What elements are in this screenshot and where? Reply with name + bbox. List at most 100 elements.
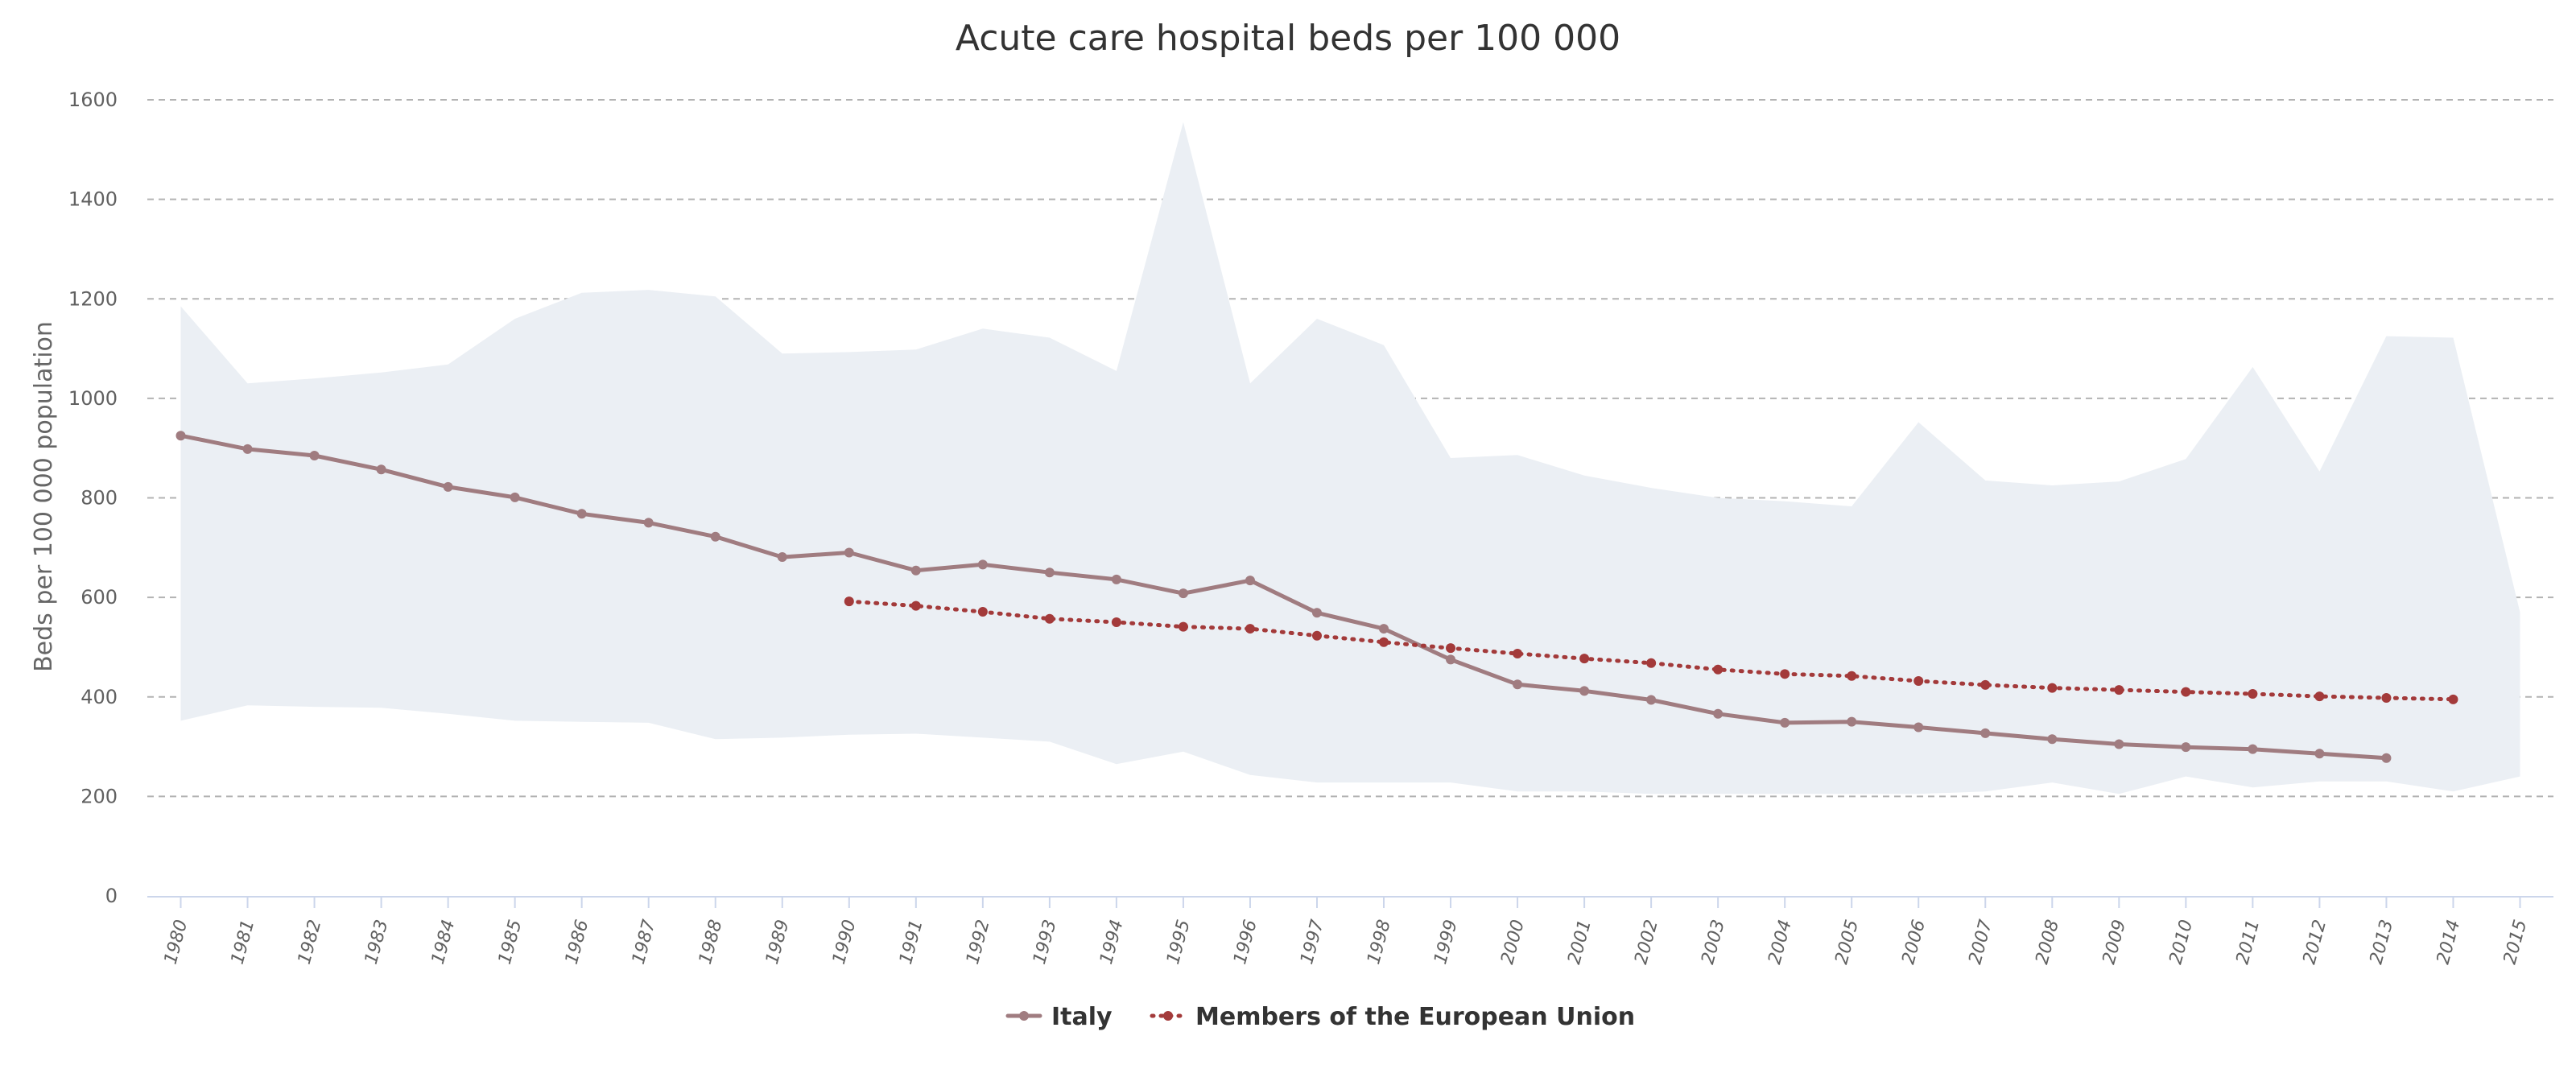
point-0-2000: [1513, 679, 1523, 690]
point-1-2003: [1713, 664, 1724, 675]
point-1-1996: [1245, 624, 1255, 634]
x-tick-label-2014: 2014: [2434, 918, 2465, 967]
point-0-2010: [2181, 742, 2191, 753]
point-1-2010: [2181, 687, 2191, 697]
x-tick-label-1987: 1987: [629, 918, 660, 967]
legend-item-1: Members of the European Union: [1150, 1003, 1635, 1031]
x-tick-label-1982: 1982: [295, 918, 326, 967]
y-tick-label-1000: 1000: [68, 387, 118, 410]
x-tick-label-2003: 2003: [1698, 918, 1729, 967]
x-tick-label-1996: 1996: [1230, 918, 1261, 967]
point-0-1999: [1446, 654, 1456, 665]
x-tick-label-2012: 2012: [2300, 918, 2331, 967]
point-1-1999: [1446, 643, 1456, 654]
series-layer: [175, 431, 2458, 763]
x-tick-label-2013: 2013: [2367, 918, 2398, 967]
legend-item-0: Italy: [1005, 1003, 1113, 1031]
x-tick-label-1993: 1993: [1030, 918, 1061, 967]
point-1-2001: [1579, 654, 1590, 664]
point-1-1997: [1311, 630, 1322, 641]
point-0-1989: [777, 552, 787, 563]
range-band-layer: [180, 122, 2520, 794]
point-0-1995: [1178, 588, 1188, 599]
x-tick-label-1994: 1994: [1096, 918, 1128, 967]
point-1-2000: [1513, 648, 1523, 658]
point-0-2006: [1913, 722, 1924, 733]
point-0-2009: [2114, 739, 2124, 749]
point-1-1991: [910, 600, 921, 611]
point-0-1991: [910, 565, 921, 576]
y-axis-label: Beds per 100 000 population: [30, 321, 58, 672]
x-tick-label-2009: 2009: [2099, 918, 2130, 967]
legend-symbol-marker-0: [1019, 1011, 1029, 1021]
point-0-1980: [175, 431, 186, 441]
x-tick-label-1989: 1989: [762, 918, 794, 967]
x-tick-label-1992: 1992: [963, 918, 994, 967]
x-tick-label-1984: 1984: [428, 918, 460, 967]
point-1-2006: [1913, 675, 1924, 686]
x-tick-label-2011: 2011: [2233, 918, 2264, 967]
point-1-1995: [1178, 621, 1188, 632]
x-axis-ticks: 1980 1981 1982 1983 1984 1985 1986 1987 1988 1989…: [161, 897, 2532, 967]
x-tick-label-2006: 2006: [1898, 918, 1930, 967]
point-1-2012: [2314, 691, 2325, 702]
x-tick-label-1983: 1983: [361, 918, 393, 967]
legend-symbol-marker-1: [1163, 1011, 1173, 1021]
point-0-2007: [1980, 728, 1991, 738]
point-0-1982: [309, 450, 320, 460]
y-tick-label-1200: 1200: [68, 287, 118, 310]
point-0-2004: [1780, 717, 1790, 728]
chart-title: Acute care hospital beds per 100 000: [956, 18, 1620, 59]
y-axis-ticks: 0 200 400 600 800 1000 1200 1400 1600: [68, 89, 118, 907]
point-0-1987: [643, 518, 654, 528]
point-0-1996: [1245, 576, 1255, 586]
point-0-1994: [1111, 574, 1121, 584]
point-0-2008: [2047, 734, 2058, 745]
point-1-2009: [2114, 685, 2124, 695]
x-tick-label-2015: 2015: [2500, 918, 2532, 967]
point-0-2003: [1713, 708, 1724, 719]
x-tick-label-1999: 1999: [1430, 918, 1462, 967]
point-0-1992: [977, 559, 988, 570]
x-tick-label-2001: 2001: [1564, 918, 1596, 967]
point-1-1998: [1379, 637, 1389, 647]
x-tick-label-1990: 1990: [829, 918, 861, 967]
x-tick-label-1988: 1988: [696, 918, 727, 967]
point-1-1992: [977, 607, 988, 617]
x-tick-label-2008: 2008: [2032, 918, 2063, 967]
x-tick-label-1986: 1986: [562, 918, 593, 967]
point-0-1986: [576, 509, 587, 519]
range-band: [180, 122, 2520, 794]
series-0: [175, 431, 2392, 763]
x-tick-label-2002: 2002: [1631, 918, 1662, 967]
point-0-1998: [1379, 624, 1389, 634]
point-0-1983: [376, 464, 386, 475]
y-tick-label-1600: 1600: [68, 89, 118, 111]
point-0-1984: [443, 481, 453, 492]
y-tick-label-800: 800: [80, 487, 118, 510]
x-tick-label-1980: 1980: [161, 918, 192, 967]
point-1-2005: [1847, 671, 1857, 681]
point-0-1997: [1311, 608, 1322, 618]
point-1-1993: [1044, 613, 1055, 624]
point-0-2011: [2248, 744, 2258, 754]
legend: Italy Members of the European Union: [1005, 1003, 1635, 1031]
point-1-1994: [1111, 617, 1121, 628]
point-1-2011: [2248, 689, 2258, 700]
y-tick-label-1400: 1400: [68, 188, 118, 211]
x-tick-label-1981: 1981: [228, 918, 259, 967]
x-tick-label-2005: 2005: [1831, 918, 1863, 967]
point-0-1985: [510, 492, 520, 502]
legend-label-1: Members of the European Union: [1195, 1003, 1635, 1031]
series-1: [844, 596, 2458, 704]
point-0-1990: [844, 547, 854, 558]
point-1-2002: [1646, 658, 1657, 668]
point-0-1988: [710, 531, 720, 542]
x-tick-label-2000: 2000: [1497, 918, 1529, 967]
point-1-2008: [2047, 683, 2058, 693]
point-0-1993: [1044, 567, 1055, 578]
x-tick-label-1985: 1985: [495, 918, 526, 967]
point-0-1981: [242, 444, 253, 454]
x-tick-label-2004: 2004: [1765, 918, 1796, 967]
